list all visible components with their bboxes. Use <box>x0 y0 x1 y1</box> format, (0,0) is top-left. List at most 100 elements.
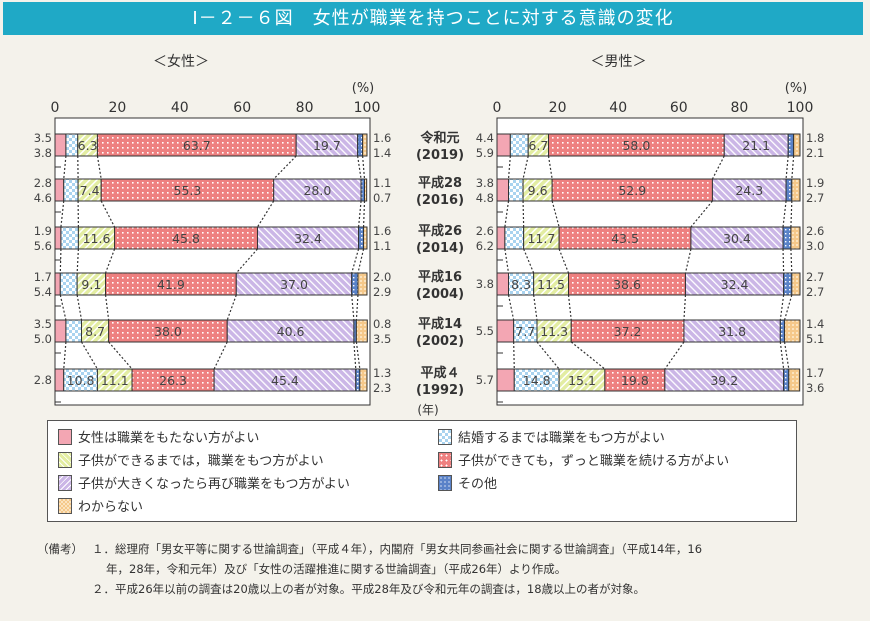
connector-line <box>567 294 572 321</box>
legend-swatch <box>438 474 452 491</box>
legend-label: 子供ができても，ずっと職業を続ける方がよい <box>458 454 730 469</box>
bar-segment <box>788 368 801 392</box>
category-label: 平成28 <box>418 175 462 191</box>
connector-line <box>513 341 515 370</box>
connector-line <box>63 341 67 370</box>
legend-label: その他 <box>458 477 498 492</box>
x-tick-label: 0 <box>51 100 60 116</box>
data-label: 1.7 <box>34 270 52 284</box>
connector-line <box>355 294 359 321</box>
data-label: 4.6 <box>34 191 52 205</box>
connector-line <box>790 200 793 228</box>
data-label: 1.9 <box>34 224 52 238</box>
x-tick-label: 20 <box>108 100 126 116</box>
data-label: 58.0 <box>622 138 650 153</box>
data-label: 8.7 <box>85 324 105 339</box>
legend-swatch <box>58 474 72 491</box>
connector-line <box>60 200 65 228</box>
category-label: 平成16 <box>418 269 462 285</box>
data-label: 3.8 <box>34 146 52 160</box>
bar-segment <box>357 133 364 157</box>
x-tick-label: 80 <box>730 100 748 116</box>
data-label: 5.4 <box>34 285 52 299</box>
data-label: 5.9 <box>476 146 494 160</box>
bar-segment <box>496 319 515 343</box>
connector-line <box>504 200 510 228</box>
data-label: 9.6 <box>528 183 548 198</box>
data-label: 4.4 <box>476 131 494 145</box>
category-year: (2019) <box>416 148 464 163</box>
connector-line <box>533 294 538 321</box>
x-tick-label: 0 <box>493 100 502 116</box>
connector-line <box>558 248 570 274</box>
data-label: 15.1 <box>568 373 596 388</box>
data-label: 11.5 <box>537 277 565 292</box>
data-label: 1.8 <box>806 131 824 145</box>
data-label: 3.8 <box>476 176 494 190</box>
connector-line <box>357 248 365 274</box>
x-tick-label: 100 <box>354 100 381 116</box>
connector-line <box>76 248 79 274</box>
bar-segment <box>362 133 368 157</box>
data-label: 5.1 <box>806 332 824 346</box>
bar-segment <box>357 272 368 296</box>
data-label: 14.8 <box>523 373 551 388</box>
connector-line <box>76 294 83 321</box>
connector-line <box>213 341 228 370</box>
data-label: 3.5 <box>34 317 52 331</box>
bar-segment <box>496 368 515 392</box>
data-label: 2.7 <box>806 285 824 299</box>
legend-swatch <box>58 497 72 514</box>
category-year: (2002) <box>416 334 464 349</box>
connector-line <box>779 341 785 370</box>
connector-line <box>507 294 515 321</box>
legend-swatch <box>438 451 452 468</box>
category-year: (2004) <box>416 287 464 302</box>
data-label: 11.3 <box>540 324 568 339</box>
category-year: (2014) <box>416 241 464 256</box>
data-label: 41.9 <box>157 277 185 292</box>
data-label: 1.3 <box>373 366 391 380</box>
data-label: 2.9 <box>373 285 391 299</box>
data-label: 3.0 <box>806 239 824 253</box>
bar-segment <box>787 133 795 157</box>
data-label: 11.1 <box>101 373 129 388</box>
bar-segment <box>54 368 65 392</box>
year-unit-label: (年) <box>417 403 438 417</box>
bar-segment <box>360 178 366 202</box>
data-label: 30.4 <box>723 231 751 246</box>
data-label: 40.6 <box>277 324 305 339</box>
connector-line <box>355 341 361 370</box>
data-label: 6.7 <box>528 138 548 153</box>
bar-segment <box>791 178 801 202</box>
data-label: 19.7 <box>313 138 341 153</box>
data-label: 11.7 <box>527 231 555 246</box>
connector-line <box>226 294 237 321</box>
connector-line <box>522 200 525 228</box>
connector-line <box>570 341 606 370</box>
connector-line <box>782 200 787 228</box>
data-label: 43.5 <box>611 231 639 246</box>
note-1-cont: 年，28年，令和元年）及び「女性の活躍推進に関する世論調査」（平成26年）より作… <box>106 562 567 576</box>
data-label: 8.3 <box>511 277 531 292</box>
data-label: 6.2 <box>476 239 494 253</box>
x-tick-label: 100 <box>787 100 814 116</box>
x-tick-label: 40 <box>609 100 627 116</box>
bar-segment <box>504 226 525 250</box>
panel-title: ＜男性＞ <box>591 54 647 70</box>
connector-line <box>684 248 692 274</box>
data-label: 1.9 <box>806 176 824 190</box>
data-label: 9.1 <box>81 277 101 292</box>
data-label: 39.2 <box>710 373 738 388</box>
data-label: 52.9 <box>618 183 646 198</box>
data-label: 1.1 <box>373 239 391 253</box>
panel-title: ＜女性＞ <box>153 53 209 70</box>
legend-label: 女性は職業をもたない方がよい <box>78 431 260 446</box>
category-year: (2016) <box>416 193 464 208</box>
legend-swatch <box>438 428 452 445</box>
data-label: 0.8 <box>373 317 391 331</box>
connector-line <box>235 248 258 274</box>
legend-label: 子供が大きくなったら再び職業をもつ方がよい <box>78 477 350 492</box>
